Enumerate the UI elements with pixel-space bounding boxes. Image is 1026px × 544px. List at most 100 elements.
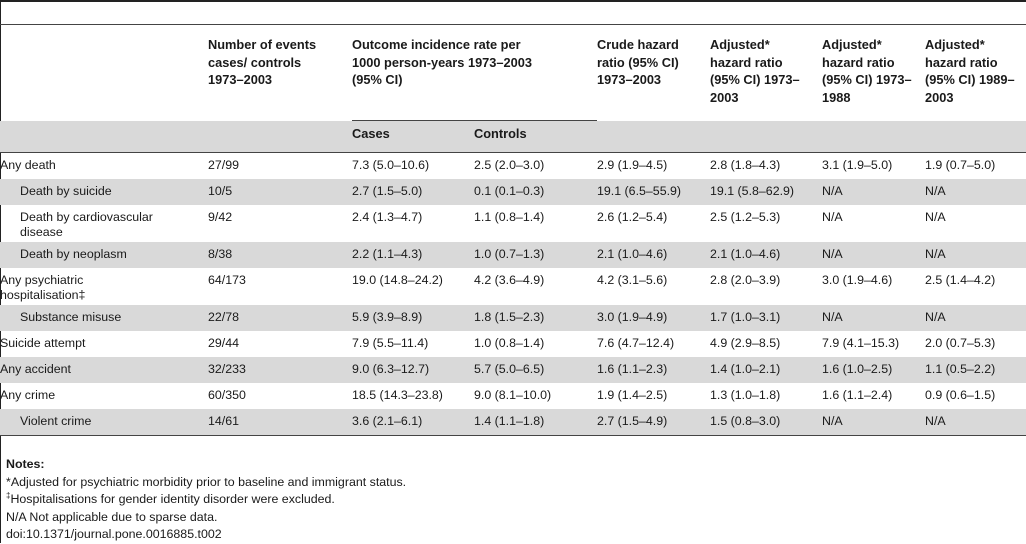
adjusted-hr-1973-1988-cell: N/A [822,179,925,205]
header-adj-hr-late-text: Adjusted* hazard ratio (95% CI) 1989–200… [925,37,1015,105]
subheader-row: Cases Controls [0,120,1026,153]
header-incidence-text: Outcome incidence rate per 1000 person-y… [352,37,533,87]
row-label-text: Any death [0,158,56,172]
adjusted-hr-1973-1988-cell: N/A [822,409,925,436]
crude-hr-cell: 3.0 (1.9–4.9) [597,305,710,331]
subheader-controls: Controls [474,120,597,153]
note-hospitalisations-text: Hospitalisations for gender identity dis… [10,492,335,506]
row-label-text: Suicide attempt [0,336,86,350]
adjusted-hr-1989-2003-cell: N/A [925,305,1026,331]
row-label-text: Any crime [0,388,56,402]
table-row: Any psychiatric hospitalisation‡ 64/173 19… [0,268,1026,305]
row-label: Any accident [0,357,208,383]
results-table: Number of events cases/ controls 1973–20… [0,31,1026,436]
controls-rate-cell: 5.7 (5.0–6.5) [474,357,597,383]
row-label: Any psychiatric hospitalisation‡ [0,268,208,305]
subheader-blank [208,120,352,153]
header-adj-hr-late: Adjusted* hazard ratio (95% CI) 1989–200… [925,31,1026,121]
events-cell: 27/99 [208,152,352,179]
crude-hr-cell: 2.6 (1.2–5.4) [597,210,668,224]
row-label: Any death [0,152,208,179]
note-hospitalisations: ‡Hospitalisations for gender identity di… [6,491,406,509]
adjusted-hr-1973-2003-cell: 1.5 (0.8–3.0) [710,409,822,436]
table-row: Any accident 32/233 9.0 (6.3–12.7) 5.7 (5.0… [0,357,1026,383]
crude-hr-cell: 2.1 (1.0–4.6) [597,242,710,268]
controls-rate-cell: 1.1 (0.8–1.4) [474,210,545,224]
cases-rate-cell: 2.2 (1.1–4.3) [352,242,474,268]
adjusted-hr-1973-2003-cell: 1.4 (1.0–2.1) [710,357,822,383]
table-row: Any crime 60/350 18.5 (14.3–23.8) 9.0 (8.1–… [0,383,1026,409]
crude-hr-cell: 19.1 (6.5–55.9) [597,179,710,205]
controls-rate-cell: 2.5 (2.0–3.0) [474,152,597,179]
top-rule [0,0,1026,2]
controls-rate-cell: 1.8 (1.5–2.3) [474,305,597,331]
row-label-text: Any accident [0,362,71,376]
row-label-text: Any psychiatric hospitalisation‡ [0,273,86,302]
events-cell: 29/44 [208,336,240,350]
adjusted-hr-1989-2003-cell: 2.0 (0.7–5.3) [925,336,996,350]
note-adjusted: *Adjusted for psychiatric morbidity prio… [6,474,407,489]
adjusted-hr-1973-2003-cell: 19.1 (5.8–62.9) [710,179,822,205]
table-body: Any death 27/99 7.3 (5.0–10.6) 2.5 (2.0–3.0… [0,152,1026,436]
header-adj-hr-all: Adjusted* hazard ratio (95% CI) 1973–200… [710,31,822,121]
row-label: Death by suicide [0,179,208,205]
row-label-text: Death by cardiovascular disease [20,210,153,239]
note-na: N/A Not applicable due to sparse data. [6,509,218,524]
events-cell: 14/61 [208,409,352,436]
adjusted-hr-1973-1988-cell: 3.0 (1.9–4.6) [822,273,893,287]
header-crude-hr: Crude hazard ratio (95% CI) 1973–2003 [597,31,710,121]
cases-rate-cell: 9.0 (6.3–12.7) [352,357,474,383]
crude-hr-cell: 2.7 (1.5–4.9) [597,409,710,436]
cases-rate-cell: 7.3 (5.0–10.6) [352,152,474,179]
header-number-of-events: Number of events cases/ controls 1973–20… [208,31,352,121]
subheader-blank [0,120,208,153]
header-adj-hr-early-text: Adjusted* hazard ratio (95% CI) 1973–198… [822,37,912,105]
header-incidence: Outcome incidence rate per 1000 person-y… [352,31,597,121]
subheader-cases: Cases [352,120,474,153]
adjusted-hr-1973-1988-cell: N/A [822,210,843,224]
note-dagger-mark: ‡ [6,490,11,500]
subheader-blank [925,120,1026,153]
subheader-blank [822,120,925,153]
adjusted-hr-1989-2003-cell: 1.9 (0.7–5.0) [925,152,1026,179]
row-label: Violent crime [0,409,208,436]
crude-hr-cell: 1.6 (1.1–2.3) [597,357,710,383]
table-row: Death by neoplasm 8/38 2.2 (1.1–4.3) 1.0 (0… [0,242,1026,268]
table-row: Suicide attempt 29/44 7.9 (5.5–11.4) 1.0 (0… [0,331,1026,357]
adjusted-hr-1973-1988-cell: N/A [822,242,925,268]
controls-rate-cell: 0.1 (0.1–0.3) [474,179,597,205]
adjusted-hr-1973-2003-cell: 2.5 (1.2–5.3) [710,210,781,224]
adjusted-hr-1973-2003-cell: 2.8 (2.0–3.9) [710,273,781,287]
cases-rate-cell: 7.9 (5.5–11.4) [352,336,429,350]
adjusted-hr-1973-2003-cell: 4.9 (2.9–8.5) [710,336,781,350]
table-notes: Notes: *Adjusted for psychiatric morbidi… [6,456,406,544]
row-label-text: Death by neoplasm [20,247,127,261]
header-row: Number of events cases/ controls 1973–20… [0,31,1026,121]
events-cell: 8/38 [208,242,352,268]
table-row: Substance misuse 22/78 5.9 (3.9–8.9) 1.8 (1… [0,305,1026,331]
table-row: Any death 27/99 7.3 (5.0–10.6) 2.5 (2.0–3.0… [0,152,1026,179]
adjusted-hr-1973-1988-cell: 3.1 (1.9–5.0) [822,152,925,179]
adjusted-hr-1973-2003-cell: 1.7 (1.0–3.1) [710,305,822,331]
controls-rate-cell: 1.4 (1.1–1.8) [474,409,597,436]
cases-rate-cell: 5.9 (3.9–8.9) [352,305,474,331]
adjusted-hr-1989-2003-cell: 1.1 (0.5–2.2) [925,357,1026,383]
adjusted-hr-1973-1988-cell: 1.6 (1.1–2.4) [822,388,893,402]
events-cell: 10/5 [208,179,352,205]
controls-rate-cell: 4.2 (3.6–4.9) [474,273,545,287]
header-crude-hr-text: Crude hazard ratio (95% CI) 1973–2003 [597,37,679,87]
cases-rate-cell: 2.7 (1.5–5.0) [352,179,474,205]
notes-title: Notes: [6,457,45,471]
subheader-blank [710,120,822,153]
crude-hr-cell: 4.2 (3.1–5.6) [597,273,668,287]
adjusted-hr-1989-2003-cell: N/A [925,409,1026,436]
header-blank [0,31,208,121]
events-cell: 9/42 [208,210,233,224]
cases-rate-cell: 18.5 (14.3–23.8) [352,388,443,402]
adjusted-hr-1973-2003-cell: 2.1 (1.0–4.6) [710,242,822,268]
events-cell: 22/78 [208,305,352,331]
crude-hr-cell: 7.6 (4.7–12.4) [597,336,675,350]
row-label-text: Substance misuse [20,310,122,324]
controls-rate-cell: 1.0 (0.7–1.3) [474,242,597,268]
